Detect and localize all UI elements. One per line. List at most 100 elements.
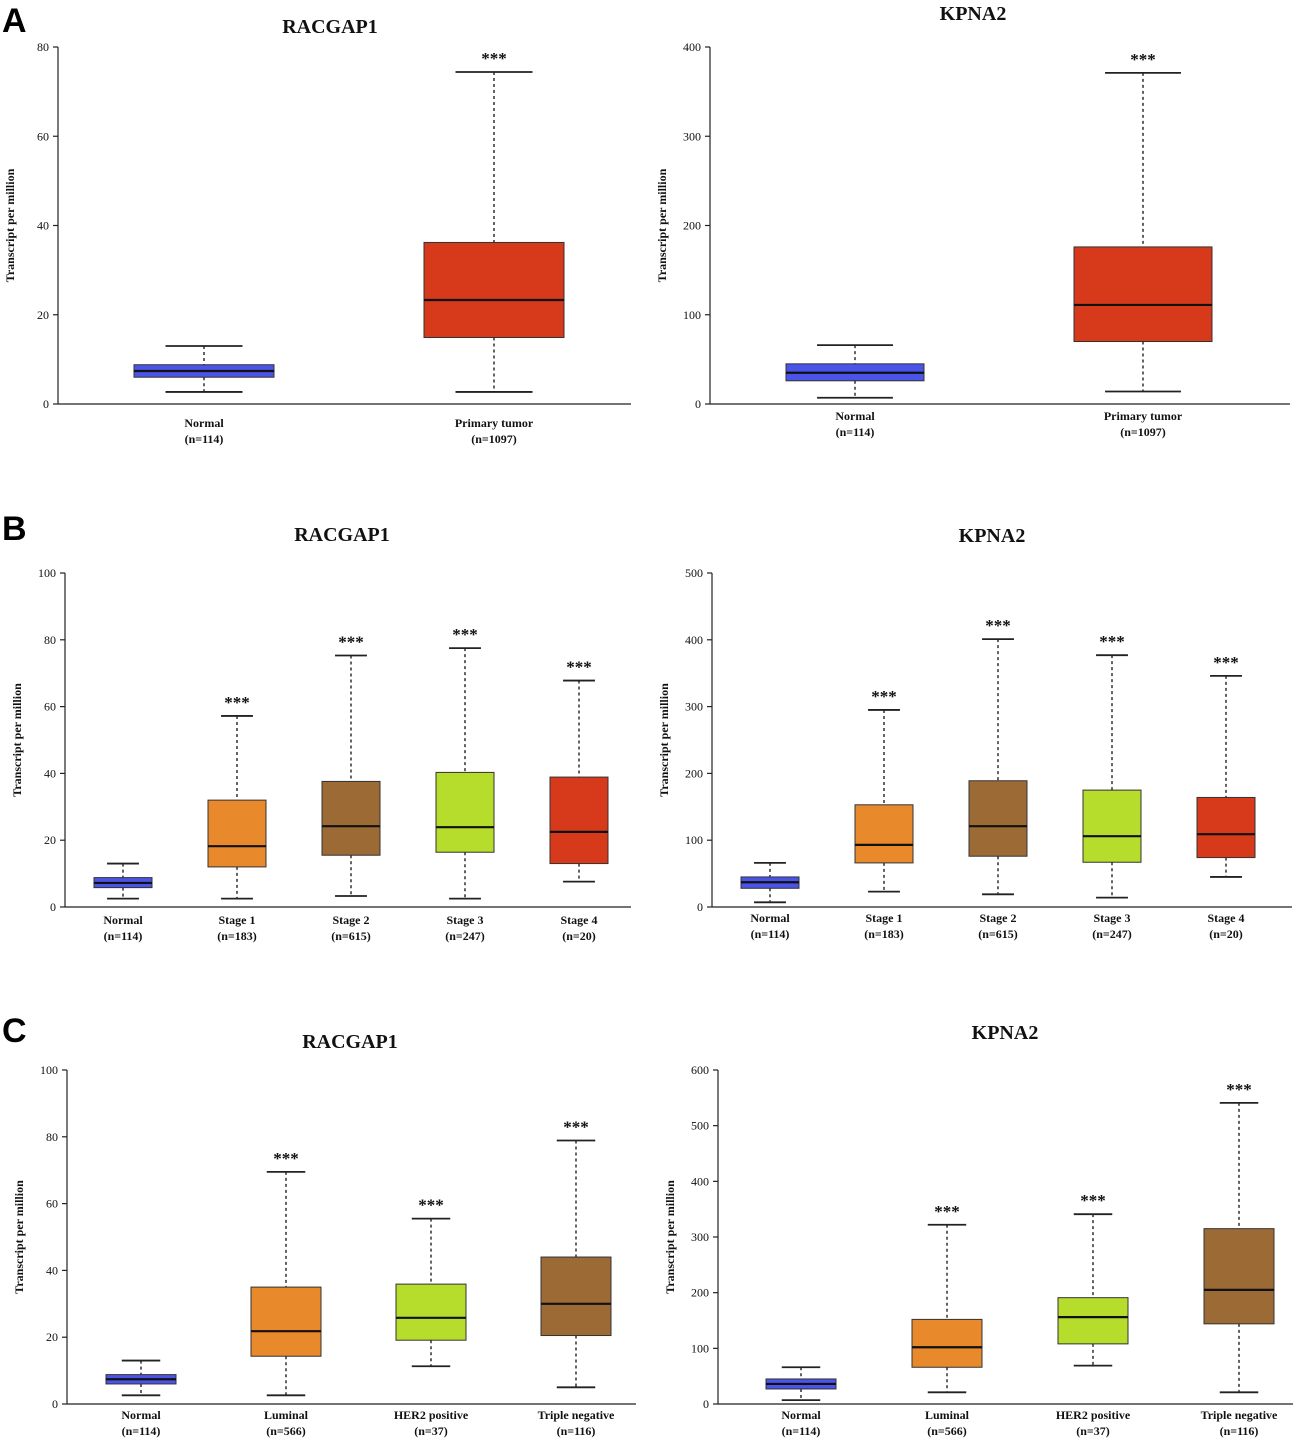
panel-label-a: A	[2, 2, 27, 40]
y-axis-label: Transcript per million	[657, 683, 671, 797]
y-tick-label: 60	[44, 700, 56, 714]
significance-label: ***	[1099, 632, 1125, 651]
box-stage-4: *** Stage 4 (n=20)	[549, 658, 609, 943]
x-category-label: Normal	[103, 913, 143, 927]
y-tick-label: 500	[691, 1119, 709, 1133]
box-stage-1: *** Stage 1 (n=183)	[854, 687, 914, 941]
chart-title: RACGAP1	[282, 16, 378, 38]
x-count-label: (n=116)	[1220, 1424, 1259, 1438]
x-count-label: (n=183)	[217, 929, 257, 943]
x-category-label: Normal	[835, 409, 875, 423]
y-tick-label: 300	[685, 700, 703, 714]
iqr-box	[1196, 796, 1256, 859]
y-tick-label: 0	[43, 397, 49, 411]
x-category-label: Normal	[184, 416, 224, 430]
y-axis-label: Transcript per million	[655, 168, 669, 282]
y-tick-label: 0	[697, 900, 703, 914]
significance-label: ***	[273, 1149, 299, 1168]
iqr-box	[1057, 1297, 1129, 1345]
box-normal: Normal (n=114)	[105, 1359, 177, 1438]
x-count-label: (n=37)	[1076, 1424, 1110, 1438]
charts-group: RACGAP1 Transcript per million 0 20 40 60 80 No…	[3, 3, 1293, 1438]
y-tick-label: 0	[52, 1397, 58, 1411]
iqr-box	[1073, 246, 1213, 343]
y-tick-label: 300	[691, 1230, 709, 1244]
y-tick-label: 100	[38, 566, 56, 580]
x-count-label: (n=1097)	[471, 432, 517, 446]
chart-title: RACGAP1	[302, 1031, 398, 1053]
y-tick-label: 400	[691, 1174, 709, 1188]
x-count-label: (n=114)	[104, 929, 143, 943]
iqr-box	[1082, 789, 1142, 863]
x-count-label: (n=114)	[782, 1424, 821, 1438]
significance-label: ***	[418, 1196, 444, 1215]
x-category-label: Stage 3	[447, 913, 484, 927]
x-count-label: (n=116)	[557, 1424, 596, 1438]
x-category-label: Stage 4	[561, 913, 598, 927]
chart-title: KPNA2	[972, 1022, 1039, 1044]
box-normal: Normal (n=114)	[93, 862, 153, 943]
y-tick-label: 40	[44, 766, 56, 780]
y-tick-label: 0	[703, 1397, 709, 1411]
x-category-label: Stage 2	[333, 913, 370, 927]
box-normal: Normal (n=114)	[765, 1366, 837, 1438]
box-triple-negative: *** Triple negative (n=116)	[538, 1117, 615, 1438]
iqr-box	[854, 804, 914, 864]
x-count-label: (n=20)	[562, 929, 596, 943]
x-category-label: Stage 1	[866, 911, 903, 925]
x-category-label: Triple negative	[538, 1408, 615, 1422]
y-axis-label: Transcript per million	[3, 168, 17, 282]
x-count-label: (n=615)	[331, 929, 371, 943]
box-primary-tumor: *** Primary tumor (n=1097)	[1073, 50, 1213, 439]
y-tick-label: 20	[46, 1330, 58, 1344]
x-category-label: Stage 3	[1094, 911, 1131, 925]
x-category-label: Luminal	[925, 1408, 970, 1422]
y-tick-label: 400	[685, 633, 703, 647]
significance-label: ***	[481, 49, 507, 68]
y-tick-label: 80	[46, 1130, 58, 1144]
significance-label: ***	[563, 1117, 589, 1136]
x-count-label: (n=114)	[751, 927, 790, 941]
box-stage-4: *** Stage 4 (n=20)	[1196, 653, 1256, 941]
iqr-box	[321, 780, 381, 856]
box-stage-2: *** Stage 2 (n=615)	[968, 616, 1028, 941]
x-category-label: Stage 2	[980, 911, 1017, 925]
x-category-label: Luminal	[264, 1408, 309, 1422]
y-tick-label: 300	[683, 129, 701, 143]
box-luminal: *** Luminal (n=566)	[250, 1149, 322, 1438]
x-count-label: (n=1097)	[1120, 425, 1166, 439]
x-count-label: (n=114)	[122, 1424, 161, 1438]
y-tick-label: 20	[44, 833, 56, 847]
y-tick-label: 100	[40, 1063, 58, 1077]
panel-label-b: B	[2, 510, 27, 548]
y-tick-label: 500	[685, 566, 703, 580]
x-count-label: (n=183)	[864, 927, 904, 941]
significance-label: ***	[566, 658, 592, 677]
significance-label: ***	[985, 616, 1011, 635]
panel-label-c: C	[2, 1012, 27, 1050]
y-tick-label: 40	[46, 1263, 58, 1277]
y-tick-label: 200	[685, 766, 703, 780]
box-triple-negative: *** Triple negative (n=116)	[1201, 1080, 1278, 1438]
iqr-box	[435, 771, 495, 853]
box-normal: Normal (n=114)	[785, 344, 925, 439]
iqr-box	[968, 780, 1028, 857]
y-tick-label: 400	[683, 40, 701, 54]
x-count-label: (n=566)	[266, 1424, 306, 1438]
y-tick-label: 200	[691, 1286, 709, 1300]
x-count-label: (n=247)	[445, 929, 485, 943]
y-axis-label: Transcript per million	[10, 683, 24, 797]
iqr-box	[911, 1318, 983, 1368]
x-category-label: HER2 positive	[394, 1408, 469, 1422]
chart-b-racgap1: RACGAP1 Transcript per million 0 20 40 60 80 10…	[10, 524, 631, 943]
x-count-label: (n=37)	[414, 1424, 448, 1438]
box-stage-3: *** Stage 3 (n=247)	[435, 625, 495, 943]
chart-title: KPNA2	[940, 3, 1007, 25]
significance-label: ***	[1213, 653, 1239, 672]
y-tick-label: 20	[37, 308, 49, 322]
box-stage-3: *** Stage 3 (n=247)	[1082, 632, 1142, 941]
iqr-box	[1203, 1228, 1275, 1325]
y-tick-label: 200	[683, 219, 701, 233]
chart-a-racgap1: RACGAP1 Transcript per million 0 20 40 60 80 No…	[3, 16, 631, 446]
y-tick-label: 100	[683, 308, 701, 322]
